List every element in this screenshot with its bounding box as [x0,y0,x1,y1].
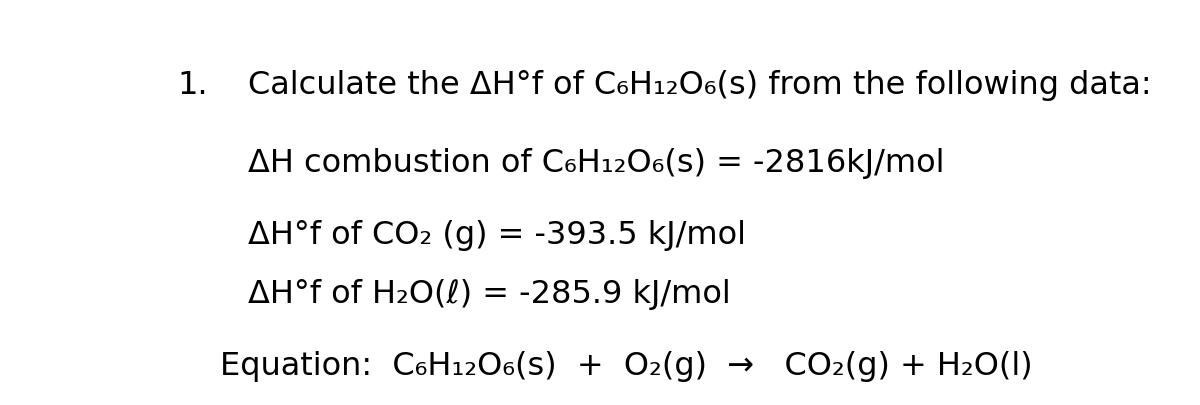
Text: Calculate the ΔH°f of C₆H₁₂O₆(s) from the following data:: Calculate the ΔH°f of C₆H₁₂O₆(s) from th… [247,70,1151,101]
Text: ΔH combustion of C₆H₁₂O₆(s) = -2816kJ/mol: ΔH combustion of C₆H₁₂O₆(s) = -2816kJ/mo… [247,148,944,179]
Text: ΔH°f of CO₂ (g) = -393.5 kJ/mol: ΔH°f of CO₂ (g) = -393.5 kJ/mol [247,220,745,251]
Text: Equation:  C₆H₁₂O₆(s)  +  O₂(g)  →   CO₂(g) + H₂O(l): Equation: C₆H₁₂O₆(s) + O₂(g) → CO₂(g) + … [220,351,1032,382]
Text: ΔH°f of H₂O(ℓ) = -285.9 kJ/mol: ΔH°f of H₂O(ℓ) = -285.9 kJ/mol [247,279,731,310]
Text: 1.: 1. [178,70,209,101]
